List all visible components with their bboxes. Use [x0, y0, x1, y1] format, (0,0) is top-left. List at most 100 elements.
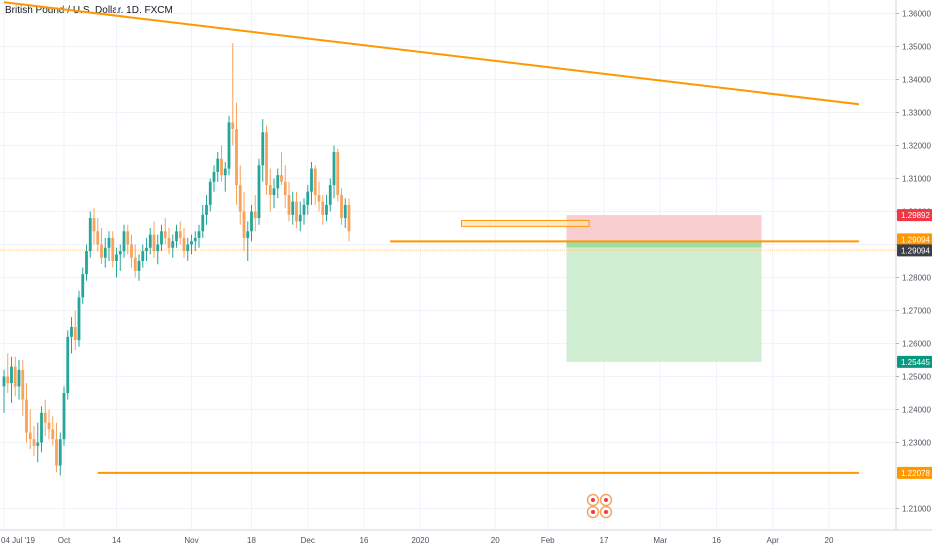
candle-body — [246, 231, 250, 238]
candle-body — [141, 251, 145, 261]
candle-body — [28, 432, 32, 440]
price-tag-label: 1.29094 — [901, 235, 930, 244]
chart-title: British Pound / U.S. Dollar, 1D, FXCM — [5, 5, 173, 16]
candle-body — [280, 175, 283, 182]
candle-body — [178, 231, 182, 238]
candle-body — [40, 412, 43, 443]
candle-body — [107, 237, 111, 248]
event-dot-icon — [591, 498, 595, 502]
candle-body — [85, 251, 88, 275]
candle-body — [201, 214, 205, 232]
candle-body — [58, 439, 62, 466]
candle-body — [6, 376, 10, 384]
price-tag-box — [897, 209, 932, 222]
candle-body — [70, 327, 73, 337]
y-tick-label: 1.26000 — [902, 340, 931, 349]
candle-body — [175, 231, 178, 242]
risk-zone — [566, 215, 762, 242]
trendlines — [0, 1, 896, 474]
candle-body — [182, 237, 186, 252]
candle-body — [88, 218, 92, 252]
candle-body — [13, 366, 17, 387]
candle-body — [111, 237, 115, 261]
candle-body — [186, 244, 190, 252]
candle-body — [171, 241, 175, 248]
price-tag-box — [897, 466, 932, 479]
x-tick-label: 14 — [112, 536, 121, 545]
candle-body — [317, 195, 321, 202]
x-tick-label: Oct — [58, 536, 71, 545]
candle-body — [193, 237, 197, 242]
candle-body — [265, 132, 268, 186]
price-tags: 1.29892 1.29094 1.29094 1.28829 1.25445 1.220… — [897, 209, 932, 479]
candle-body — [163, 231, 167, 238]
x-tick-label: Dec — [301, 536, 315, 545]
y-tick-label: 1.36000 — [902, 10, 931, 19]
candle-body — [36, 442, 40, 446]
candle-body — [276, 175, 280, 189]
candle-body — [47, 422, 51, 430]
candle-body — [126, 231, 130, 245]
y-tick-label: 1.28000 — [902, 274, 931, 283]
candle-body — [287, 195, 291, 215]
price-tag-label: 1.22078 — [901, 469, 930, 478]
x-tick-label: 04 Jul '19 — [1, 536, 36, 545]
price-tag-entry: 1.29094 — [897, 233, 932, 246]
x-tick-label: 16 — [360, 536, 369, 545]
candle-body — [268, 185, 272, 195]
y-tick-label: 1.24000 — [902, 406, 931, 415]
event-dot-icon — [604, 498, 608, 502]
price-tag-box — [897, 244, 932, 257]
candle-body — [321, 201, 325, 215]
candle-body — [92, 218, 96, 232]
candle-body — [328, 185, 332, 205]
candle-body — [122, 231, 126, 252]
candle-body — [220, 158, 223, 176]
candle-body — [238, 185, 242, 212]
x-tick-label: Nov — [184, 536, 198, 545]
candle-body — [347, 204, 351, 232]
candle-body — [197, 231, 201, 238]
candle-body — [21, 369, 25, 400]
y-tick-label: 1.23000 — [902, 439, 931, 448]
candle-body — [66, 336, 70, 393]
x-tick-label: 20 — [491, 536, 500, 545]
x-tick-label: Mar — [653, 536, 667, 545]
candle-body — [145, 247, 148, 252]
candle-body — [235, 129, 238, 186]
candle-body — [227, 122, 231, 169]
candle-body — [73, 327, 77, 341]
y-tick-label: 1.32000 — [902, 142, 931, 151]
candle-body — [283, 181, 287, 195]
candle-body — [298, 214, 302, 222]
candle-body — [10, 366, 13, 384]
candle-body — [130, 244, 133, 258]
candle-body — [160, 231, 163, 245]
x-tick-label: Apr — [767, 536, 780, 545]
consolidation-box — [461, 219, 590, 227]
candle-body — [148, 234, 152, 248]
candle-body — [295, 201, 298, 222]
event-dot-icon — [591, 510, 595, 514]
y-tick-label: 1.31000 — [902, 175, 931, 184]
y-tick-label: 1.34000 — [902, 76, 931, 85]
entry-band — [566, 241, 762, 248]
candle-body — [261, 132, 265, 166]
candle-body — [137, 261, 141, 271]
candle-body — [100, 244, 103, 258]
candle-body — [216, 158, 220, 172]
candle-body — [302, 204, 306, 215]
candle-body — [257, 165, 261, 219]
candle-body — [223, 168, 227, 176]
x-tick-label: 16 — [712, 536, 721, 545]
candle-body — [167, 237, 171, 248]
candle-body — [242, 211, 246, 238]
candle-body — [291, 201, 295, 215]
candle-body — [77, 297, 81, 341]
candles — [2, 43, 351, 476]
x-tick-label: 17 — [600, 536, 609, 545]
candle-body — [25, 399, 28, 433]
candle-body — [152, 234, 156, 252]
